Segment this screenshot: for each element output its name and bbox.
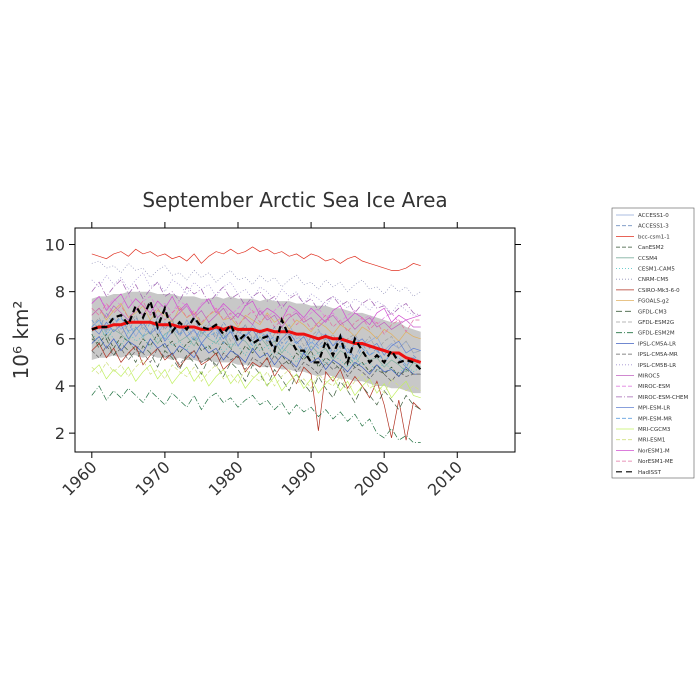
series-line [91,335,421,378]
chart-title: September Arctic Sea Ice Area [142,188,447,212]
legend-label: CanESM2 [638,245,664,251]
legend-label: CCSM4 [638,256,658,262]
series-line [91,333,421,378]
series-line [91,300,421,335]
legend-label: CSIRO-Mk3-6-0 [638,288,680,294]
plot-frame [74,227,516,453]
legend-label: MIROC5 [638,374,660,380]
series-line [91,279,421,316]
y-axis-label: 10⁶ km² [9,301,33,380]
legend-label: ACCESS1-0 [638,213,669,219]
series-line [91,359,421,394]
y-tick-label: 2 [55,424,65,443]
legend-label: ACCESS1-3 [638,224,669,230]
legend-label: MRI-ESM1 [638,438,665,444]
legend-label: MPI-ESM-MR [638,416,672,422]
mean-line [91,320,422,364]
y-tick-label: 8 [55,283,65,302]
legend-label: GFDL-ESM2G [638,320,674,326]
series-line [91,364,421,399]
series-line [91,293,421,328]
y-tick-label: 4 [55,377,65,396]
legend-label: MRI-CGCM3 [638,427,671,433]
series-line [91,385,421,443]
legend-label: MIROC-ESM-CHEM [638,395,688,401]
series-line [91,302,421,342]
series-line [91,272,421,316]
legend-label: IPSL-CM5A-LR [638,341,676,347]
legend-label: CNRM-CM5 [638,277,669,283]
legend-label: bcc-csm1-1 [638,234,670,240]
y-tick-label: 6 [55,330,65,349]
series-line [91,333,421,411]
y-tick-label: 10 [45,236,65,255]
legend-label: GFDL-CM3 [638,309,667,315]
legend-label: NorESM1-M [638,448,670,454]
series-line [91,342,421,441]
legend-label: IPSL-CM5A-MR [638,352,678,358]
legend-label: HadISST [638,470,662,476]
series-line [91,293,421,326]
series-line [91,297,422,371]
legend-label: CESM1-CAM5 [638,267,675,273]
legend-label: MIROC-ESM [638,384,670,390]
legend-label: FGOALS-g2 [638,299,669,305]
legend-label: IPSL-CM5B-LR [638,363,676,369]
legend-label: GFDL-ESM2M [638,331,675,337]
legend-label: MPI-ESM-LR [638,406,670,412]
series-line [91,246,421,271]
series-line [91,328,421,375]
series-line [91,345,421,382]
series-line [91,317,421,366]
legend-label: NorESM1-ME [638,459,674,465]
series-line [91,314,421,354]
